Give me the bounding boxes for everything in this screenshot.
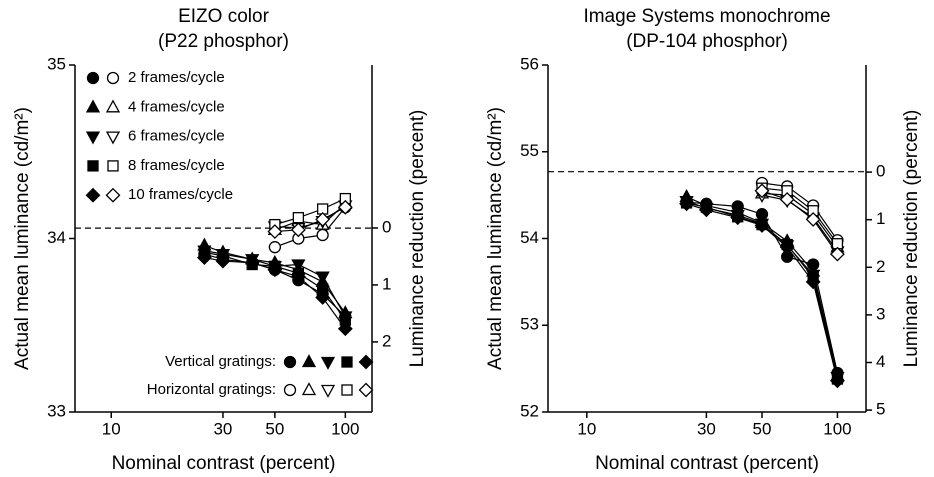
legend-label: 2 frames/cycle	[128, 69, 225, 86]
legend-label: 6 frames/cycle	[128, 128, 225, 145]
y2-axis-label: Luminance reduction (percent)	[407, 110, 428, 368]
y-tick-label: 54	[520, 228, 539, 247]
data-point	[315, 211, 331, 227]
y-tick-label: 53	[520, 315, 539, 334]
data-point	[267, 262, 283, 278]
x-tick-label: 100	[823, 419, 851, 438]
x-tick-label: 30	[213, 419, 232, 438]
legend-marker	[87, 160, 99, 172]
data-point	[315, 271, 330, 285]
series-line	[274, 206, 346, 248]
legend-marker	[283, 355, 297, 369]
data-point	[754, 218, 770, 233]
data-point	[754, 183, 770, 199]
y-tick-label: 55	[520, 141, 539, 160]
y2-tick-label: 0	[876, 162, 885, 181]
y2-tick-label: 2	[382, 331, 391, 350]
legend-marker	[341, 356, 353, 368]
y-tick-label: 52	[520, 401, 539, 420]
data-point	[679, 196, 694, 212]
legend-marker	[107, 160, 119, 172]
y-tick-label: 34	[47, 228, 66, 247]
x-axis-label: Nominal contrast (percent)	[112, 453, 336, 474]
y2-tick-label: 0	[382, 217, 391, 236]
y-tick-label: 33	[47, 401, 66, 420]
data-point	[267, 224, 283, 239]
legend-label: 4 frames/cycle	[128, 98, 225, 115]
legend-marker	[320, 356, 336, 370]
data-point	[196, 250, 212, 266]
y2-tick-label: 1	[382, 274, 391, 293]
data-point	[805, 274, 821, 290]
legend-marker	[358, 382, 374, 398]
data-point	[215, 253, 231, 269]
data-point	[730, 210, 746, 226]
legend-label: 8 frames/cycle	[128, 157, 225, 174]
data-point	[698, 202, 714, 218]
legend-horizontal-label: Horizontal gratings:	[147, 381, 276, 398]
y2-tick-label: 4	[876, 352, 885, 371]
y2-axis-label: Luminance reduction (percent)	[901, 110, 922, 368]
x-axis-label: Nominal contrast (percent)	[595, 453, 819, 474]
y-tick-label: 56	[520, 54, 539, 73]
legend-marker	[341, 384, 353, 396]
y2-tick-label: 3	[876, 304, 885, 323]
data-point	[290, 222, 306, 238]
data-point	[805, 211, 821, 227]
series-line	[274, 198, 346, 226]
data-point	[337, 199, 353, 215]
data-point	[315, 290, 331, 305]
series-line	[274, 203, 346, 231]
data-point	[291, 259, 306, 273]
data-point	[779, 192, 795, 207]
chart-title: EIZO color	[178, 6, 269, 27]
legend-marker	[86, 71, 100, 85]
data-point	[337, 321, 353, 337]
data-point	[290, 269, 306, 285]
y-axis-label: Actual mean luminance (cd/m²)	[485, 107, 506, 370]
data-point	[244, 255, 260, 271]
legend-label: 10 frames/cycle	[128, 186, 233, 203]
legend-marker	[85, 187, 101, 203]
x-tick-label: 50	[265, 419, 284, 438]
data-point	[268, 241, 282, 254]
data-point	[830, 373, 845, 389]
y-tick-label: 35	[47, 54, 66, 73]
series-line	[761, 190, 838, 255]
legend-vertical-label: Vertical gratings:	[165, 353, 276, 370]
chart-title: Image Systems monochrome	[583, 6, 830, 27]
y2-tick-label: 5	[876, 400, 885, 419]
legend-marker	[85, 131, 101, 145]
legend-marker	[301, 354, 317, 368]
legend-marker	[105, 187, 121, 203]
data-point	[779, 239, 795, 255]
series-line	[274, 206, 346, 233]
data-point	[292, 212, 305, 224]
legend-marker	[85, 99, 101, 113]
y-axis-label: Actual mean luminance (cd/m²)	[12, 107, 33, 370]
x-tick-label: 50	[753, 419, 772, 438]
legend-marker	[301, 382, 317, 396]
x-tick-label: 100	[331, 419, 359, 438]
y2-tick-label: 1	[876, 209, 885, 228]
y2-tick-label: 2	[876, 257, 885, 276]
chart-subtitle: (P22 phosphor)	[158, 31, 289, 52]
series-line	[761, 192, 838, 248]
legend-marker	[320, 384, 336, 398]
x-tick-label: 10	[577, 419, 596, 438]
series-line	[761, 182, 838, 241]
data-point	[830, 246, 845, 262]
legend-marker	[105, 99, 121, 113]
legend-marker	[105, 131, 121, 145]
x-tick-label: 30	[697, 419, 716, 438]
data-point	[316, 228, 329, 242]
series-line	[761, 187, 838, 245]
x-tick-label: 10	[102, 419, 121, 438]
legend-marker	[283, 383, 297, 397]
chart-subtitle: (DP-104 phosphor)	[626, 31, 788, 52]
legend-marker	[358, 354, 374, 370]
legend-marker	[106, 71, 120, 85]
